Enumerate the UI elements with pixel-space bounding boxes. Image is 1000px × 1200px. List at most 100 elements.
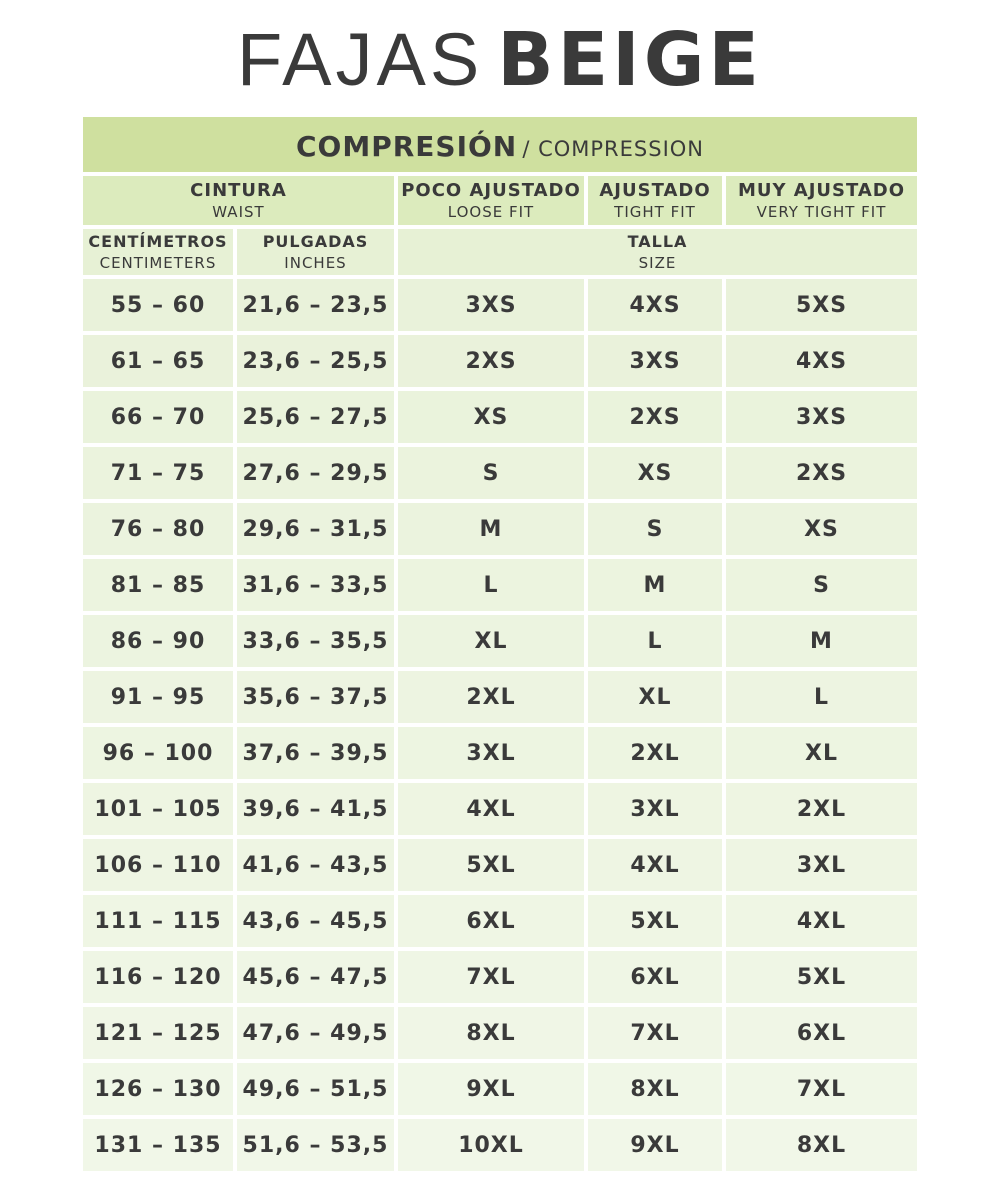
table-cell-size-tight-fit: XS [588,447,722,499]
table-cell-size-loose-fit: S [398,447,584,499]
cell-value: 66 – 70 [110,404,206,430]
table-cell-size-tight-fit: 7XL [588,1007,722,1059]
table-cell-size-tight-fit: 5XL [588,895,722,947]
cell-value: 5XL [630,908,680,934]
cell-value: 3XS [795,404,848,430]
table-cell-waist-inches: 45,6 – 47,5 [237,951,394,1003]
cell-value: 3XS [629,348,681,374]
table-cell-size-loose-fit: 9XL [398,1063,584,1115]
header-label: CENTÍMETROS [88,232,228,251]
cell-value: 8XL [630,1076,680,1102]
table-cell-size-loose-fit: XS [398,391,584,443]
table-cell-waist-cm: 55 – 60 [83,279,233,331]
cell-value: 8XL [796,1132,847,1158]
table-cell-waist-inches: 37,6 – 39,5 [237,727,394,779]
cell-value: 7XL [466,964,516,990]
cell-value: 27,6 – 29,5 [242,460,389,486]
table-cell-size-loose-fit: 3XL [398,727,584,779]
cell-value: 8XL [466,1020,516,1046]
table-cell-waist-cm: 71 – 75 [83,447,233,499]
table-cell-size-tight-fit: 4XS [588,279,722,331]
table-cell-size-very-tight-fit: 8XL [726,1119,917,1171]
compression-en: / COMPRESSION [522,137,705,161]
table-cell-size-tight-fit: XL [588,671,722,723]
table-cell-size-very-tight-fit: 4XL [726,895,917,947]
table-cell-size-very-tight-fit: 4XS [726,335,917,387]
cell-value: M [810,628,833,654]
table-cell-size-very-tight-fit: 5XL [726,951,917,1003]
cell-value: 39,6 – 41,5 [242,796,389,822]
title-bold: BEIGE [497,17,763,103]
cell-value: 9XL [466,1076,516,1102]
header-waist: CINTURA WAIST [83,176,394,225]
table-cell-size-very-tight-fit: XL [726,727,917,779]
header-sublabel: SIZE [638,254,677,272]
table-cell-waist-inches: 31,6 – 33,5 [237,559,394,611]
table-cell-size-very-tight-fit: 5XS [726,279,917,331]
table-cell-waist-inches: 29,6 – 31,5 [237,503,394,555]
cell-value: 7XL [796,1076,847,1102]
cell-value: S [482,460,500,486]
table-cell-size-tight-fit: 6XL [588,951,722,1003]
table-cell-size-very-tight-fit: 3XL [726,839,917,891]
table-cell-size-loose-fit: XL [398,615,584,667]
header-sublabel: INCHES [284,254,347,272]
compression-header: COMPRESIÓN / COMPRESSION [83,117,917,172]
table-cell-waist-inches: 35,6 – 37,5 [237,671,394,723]
table-cell-size-very-tight-fit: S [726,559,917,611]
title-light: FAJAS [237,18,484,101]
cell-value: 81 – 85 [110,572,206,598]
header-very-tight-fit: MUY AJUSTADO VERY TIGHT FIT [726,176,917,225]
table-cell-waist-inches: 41,6 – 43,5 [237,839,394,891]
table-cell-waist-inches: 23,6 – 25,5 [237,335,394,387]
table-cell-waist-inches: 25,6 – 27,5 [237,391,394,443]
table-cell-waist-inches: 39,6 – 41,5 [237,783,394,835]
table-cell-size-tight-fit: L [588,615,722,667]
table-cell-size-loose-fit: L [398,559,584,611]
cell-value: XL [805,740,838,766]
cell-value: 29,6 – 31,5 [242,516,389,542]
cell-value: 2XS [629,404,681,430]
cell-value: 71 – 75 [110,460,206,486]
table-cell-size-very-tight-fit: 7XL [726,1063,917,1115]
page-title: FAJAS BEIGE [0,18,1000,102]
cell-value: 23,6 – 25,5 [242,348,389,374]
cell-value: S [813,572,830,598]
cell-value: 4XS [795,348,848,374]
cell-value: 3XL [466,740,516,766]
cell-value: 55 – 60 [110,292,206,318]
table-cell-waist-inches: 43,6 – 45,5 [237,895,394,947]
header-label: TALLA [627,232,688,251]
cell-value: 5XS [795,292,848,318]
table-cell-size-loose-fit: 6XL [398,895,584,947]
table-cell-size-very-tight-fit: 2XL [726,783,917,835]
cell-value: 96 – 100 [102,740,214,766]
compression-es: COMPRESIÓN [295,130,518,163]
table-cell-waist-inches: 27,6 – 29,5 [237,447,394,499]
cell-value: 61 – 65 [110,348,206,374]
cell-value: 4XL [630,852,680,878]
table-cell-size-very-tight-fit: M [726,615,917,667]
cell-value: 91 – 95 [110,684,206,710]
cell-value: 86 – 90 [110,628,206,654]
cell-value: 3XL [630,796,680,822]
cell-value: 25,6 – 27,5 [242,404,389,430]
cell-value: 131 – 135 [94,1132,222,1158]
cell-value: 5XL [796,964,847,990]
table-cell-size-very-tight-fit: 3XS [726,391,917,443]
table-cell-waist-cm: 116 – 120 [83,951,233,1003]
cell-value: 106 – 110 [94,852,222,878]
table-cell-size-tight-fit: 3XS [588,335,722,387]
table-cell-size-tight-fit: S [588,503,722,555]
table-cell-waist-cm: 121 – 125 [83,1007,233,1059]
cell-value: M [643,572,667,598]
table-cell-size-very-tight-fit: 2XS [726,447,917,499]
cell-value: L [813,684,830,710]
cell-value: 3XS [465,292,517,318]
cell-value: XS [804,516,839,542]
cell-value: 126 – 130 [94,1076,222,1102]
table-cell-size-tight-fit: 2XL [588,727,722,779]
table-cell-size-loose-fit: 2XS [398,335,584,387]
table-cell-waist-cm: 101 – 105 [83,783,233,835]
cell-value: 35,6 – 37,5 [242,684,389,710]
